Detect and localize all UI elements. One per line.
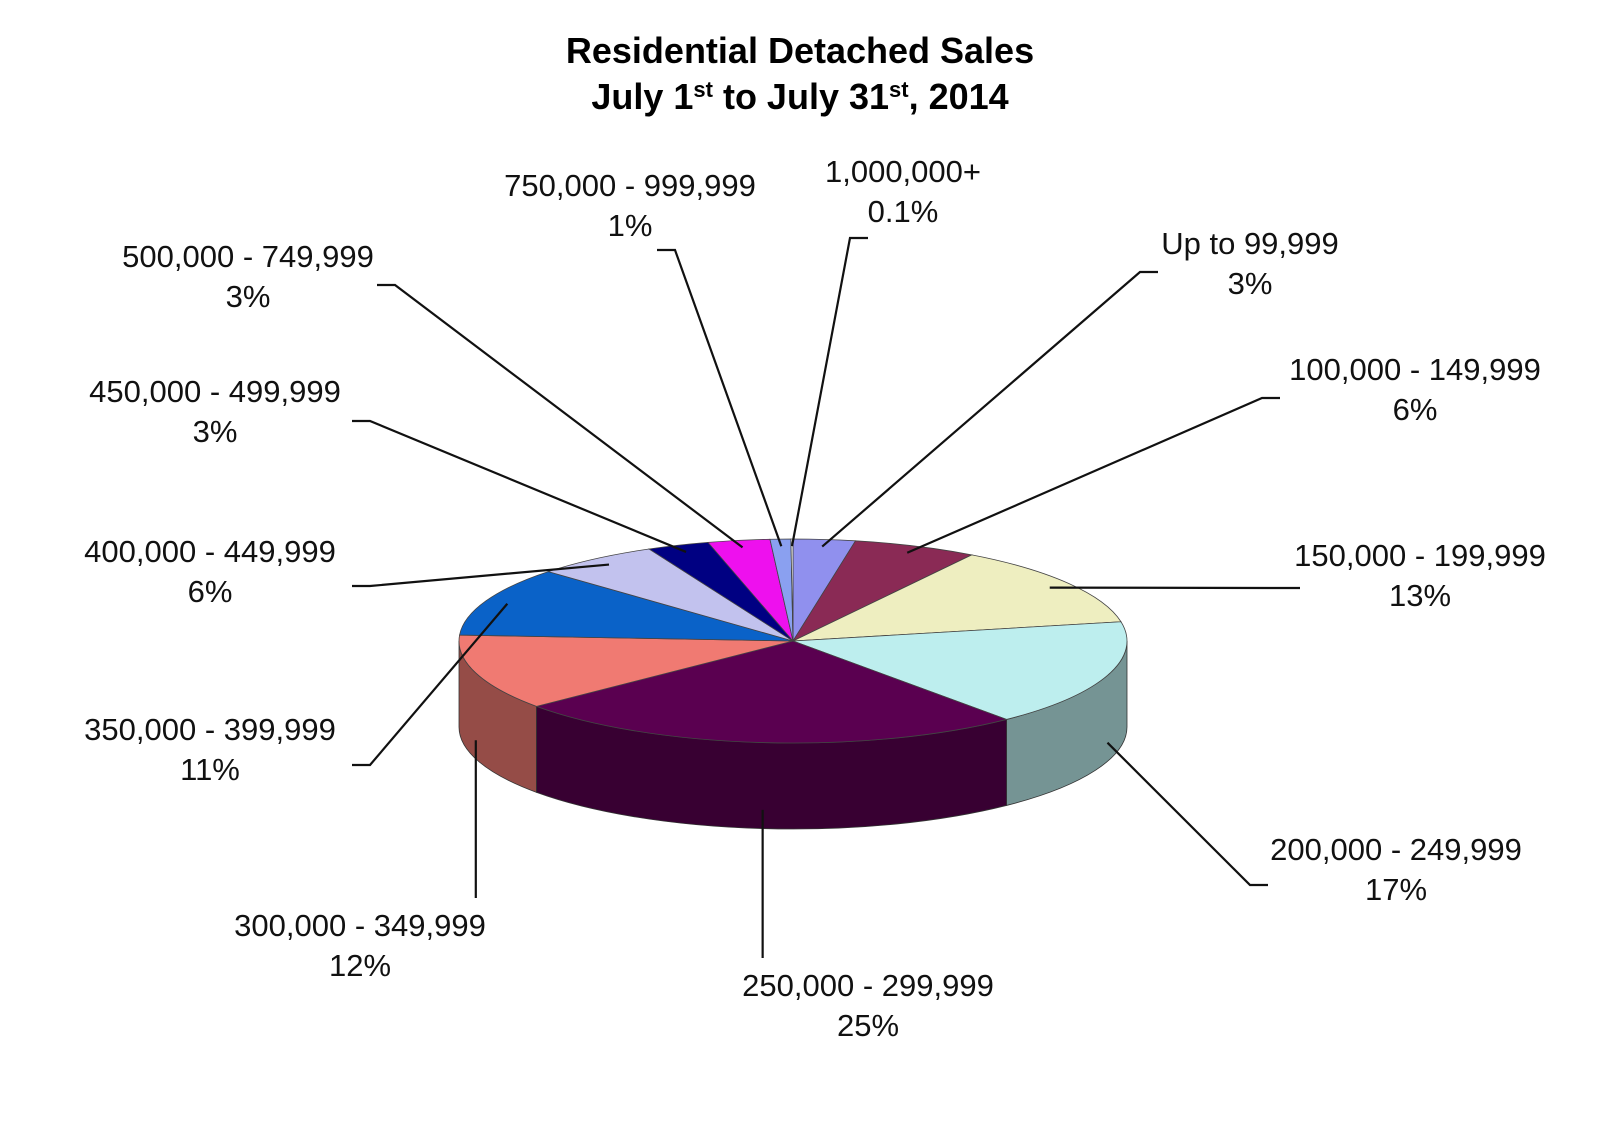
slice-label-up-to-99-999: Up to 99,999 — [1161, 226, 1339, 261]
slice-label-200-000-249-999: 200,000 - 249,999 — [1270, 832, 1522, 867]
pie-slice-300-000-349-999 — [458, 634, 794, 707]
slice-percent-300-000-349-999: 12% — [329, 948, 391, 983]
slice-percent-200-000-249-999: 17% — [1365, 872, 1427, 907]
slice-label-350-000-399-999: 350,000 - 399,999 — [84, 712, 336, 747]
slice-percent-500-000-749-999: 3% — [226, 279, 271, 314]
leader-line-450-000-499-999 — [352, 419, 687, 553]
title-ordinal-2: st — [889, 77, 909, 102]
pie-slice-350-000-399-999 — [459, 571, 794, 642]
slice-label-750-000-999-999: 750,000 - 999,999 — [504, 168, 756, 203]
slice-percent-250-000-299-999: 25% — [837, 1008, 899, 1043]
slice-percent-100-000-149-999: 6% — [1393, 392, 1438, 427]
slice-label-500-000-749-999: 500,000 - 749,999 — [122, 239, 374, 274]
pie-slice-400-000-449-999 — [546, 548, 794, 642]
pie-slice-150-000-199-999 — [792, 554, 1122, 642]
leader-line-up-to-99-999 — [821, 270, 1158, 548]
title-date-end: to July 31 — [712, 76, 890, 117]
leader-line-400-000-449-999 — [352, 563, 610, 588]
slice-label-1-000-000: 1,000,000+ — [825, 154, 981, 189]
pie-slice-100-000-149-999 — [791, 540, 974, 642]
slice-percent-up-to-99-999: 3% — [1228, 266, 1273, 301]
slice-percent-750-000-999-999: 1% — [608, 208, 653, 243]
slice-label-450-000-499-999: 450,000 - 499,999 — [89, 374, 341, 409]
leader-line-750-000-999-999 — [657, 248, 783, 547]
leader-line-500-000-749-999 — [377, 283, 744, 549]
pie-slice-200-000-249-999 — [792, 621, 1128, 720]
leader-lines — [352, 236, 1300, 958]
title-ordinal-1: st — [693, 77, 713, 102]
slice-percent-1-000-000: 0.1% — [868, 194, 939, 229]
slice-labels: Up to 99,999 3% 100,000 - 149,999 6% 150,000… — [84, 154, 1546, 1043]
pie-sides — [458, 640, 1128, 830]
slice-percent-400-000-449-999: 6% — [188, 574, 233, 609]
slice-label-150-000-199-999: 150,000 - 199,999 — [1294, 538, 1546, 573]
title-line-2: July 1st to July 31st, 2014 — [0, 74, 1600, 120]
title-date-start: July 1 — [591, 76, 694, 117]
title-line-1: Residential Detached Sales — [565, 30, 1035, 71]
leader-line-100-000-149-999 — [906, 396, 1280, 554]
slice-label-250-000-299-999: 250,000 - 299,999 — [742, 968, 994, 1003]
chart-title: Residential Detached Sales July 1st to J… — [0, 28, 1600, 120]
title-year: , 2014 — [908, 76, 1009, 117]
slice-percent-350-000-399-999: 11% — [180, 752, 240, 787]
slice-percent-450-000-499-999: 3% — [193, 414, 238, 449]
leader-line-200-000-249-999 — [1106, 741, 1268, 887]
slice-label-100-000-149-999: 100,000 - 149,999 — [1289, 352, 1541, 387]
leader-line-1-000-000 — [790, 236, 868, 547]
slice-label-300-000-349-999: 300,000 - 349,999 — [234, 908, 486, 943]
pie-top — [458, 538, 1128, 744]
leader-line-350-000-399-999 — [352, 603, 509, 767]
slice-percent-150-000-199-999: 13% — [1389, 578, 1451, 613]
pie-slice-250-000-299-999 — [535, 640, 1008, 744]
slice-label-400-000-449-999: 400,000 - 449,999 — [84, 534, 336, 569]
